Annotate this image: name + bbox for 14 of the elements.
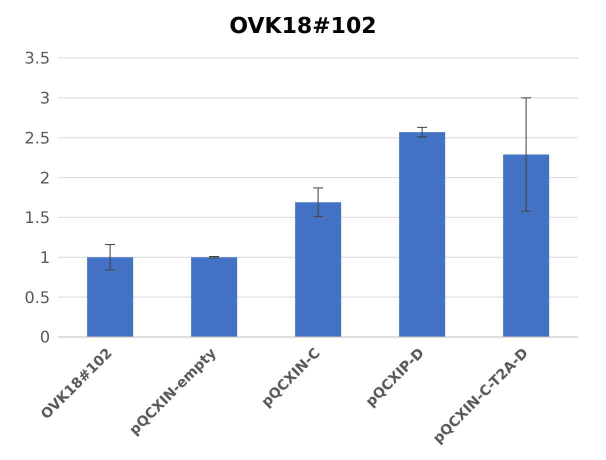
chart-title: OVK18#102 <box>228 13 378 41</box>
y-tick-label: 2 <box>40 168 50 188</box>
y-tick-label: 0 <box>40 328 50 347</box>
y-tick-label: 2.5 <box>24 128 50 148</box>
bar <box>399 132 446 337</box>
bar <box>503 154 550 337</box>
bar <box>191 257 238 337</box>
y-tick-label: 3.5 <box>24 48 50 68</box>
y-tick-label: 3 <box>40 88 50 108</box>
y-tick-label: 0.5 <box>24 288 50 307</box>
bar <box>87 257 134 337</box>
y-tick-label: 1.5 <box>24 208 50 228</box>
bar <box>295 202 342 337</box>
y-tick-label: 1 <box>40 248 50 267</box>
